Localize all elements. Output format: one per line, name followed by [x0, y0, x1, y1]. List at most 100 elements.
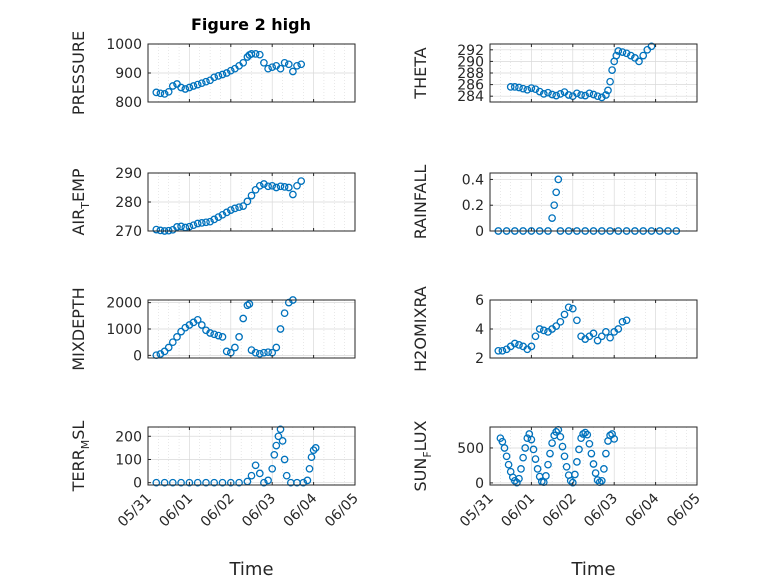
data-point [160, 90, 169, 98]
data-point [276, 425, 285, 434]
data-point [544, 88, 552, 97]
data-point [647, 42, 656, 51]
x-axis-label: Time [228, 559, 273, 580]
data-point [542, 472, 550, 480]
data-point [222, 208, 231, 217]
data-point [610, 435, 619, 443]
data-point [556, 432, 565, 441]
data-point [185, 478, 194, 487]
data-point [202, 218, 210, 227]
data-point [297, 60, 306, 69]
data-point [160, 347, 169, 356]
data-point [548, 90, 556, 99]
y-axis-label: MIXDEPTH [69, 287, 88, 370]
data-point [264, 64, 272, 73]
data-point [177, 83, 185, 92]
data-point [239, 58, 248, 67]
data-point [255, 469, 264, 478]
data-point [606, 77, 614, 86]
data-point [515, 83, 523, 92]
data-point [564, 303, 573, 312]
data-point [589, 329, 598, 338]
data-point [247, 471, 256, 480]
data-point [566, 476, 575, 485]
y-tick-label: 4 [475, 322, 484, 338]
y-tick-label: 900 [115, 66, 142, 82]
data-point [235, 203, 243, 212]
data-point [177, 222, 185, 231]
data-point [214, 213, 223, 221]
data-point [548, 214, 556, 222]
data-point [280, 455, 289, 464]
data-point [585, 439, 594, 448]
data-point [305, 464, 314, 473]
data-point [548, 439, 556, 447]
data-point [527, 435, 536, 444]
y-tick-label: 2000 [106, 296, 142, 312]
y-tick-label: 280 [115, 195, 142, 211]
data-point [568, 478, 577, 487]
panel-h2omixra: 2 4 6 H2OMIXRA [411, 286, 698, 372]
y-tick-label: 100 [115, 452, 142, 468]
data-point [626, 51, 635, 60]
panel-pressure: 800 900 1000 PRESSURE [69, 31, 356, 115]
data-point [552, 428, 561, 436]
data-point [231, 343, 239, 352]
data-point [206, 329, 214, 337]
data-point [189, 82, 198, 90]
data-point [251, 50, 260, 58]
data-point [251, 185, 260, 194]
data-point [573, 316, 581, 325]
data-point [260, 478, 268, 487]
data-point [556, 90, 565, 98]
data-point [635, 57, 643, 66]
data-point [280, 58, 289, 67]
data-point [523, 434, 532, 443]
data-point [264, 182, 272, 191]
data-point [284, 60, 293, 69]
data-point [280, 183, 289, 191]
data-point [214, 72, 223, 80]
data-point [156, 226, 165, 235]
y-tick-label: 2 [475, 351, 484, 367]
axes-box [147, 426, 356, 486]
panel-rainfall: 0 0.2 0.4 RAINFALL [411, 165, 698, 240]
data-point [284, 183, 293, 192]
data-point [218, 70, 227, 79]
y-tick-label: 0.4 [462, 172, 484, 188]
data-point [604, 86, 612, 95]
data-point [521, 444, 530, 452]
data-point [618, 48, 627, 56]
data-point [506, 83, 515, 91]
data-point [591, 469, 600, 477]
data-point [193, 80, 202, 89]
data-point [247, 191, 256, 200]
y-axis-label: AIRTEMP [69, 168, 92, 235]
y-tick-label: 284 [457, 89, 484, 105]
data-point [519, 84, 527, 93]
data-point [568, 304, 577, 313]
data-point [251, 461, 260, 470]
data-point [533, 465, 542, 473]
panel-air-temp: 270 280 290 AIRTEMP [69, 166, 356, 240]
data-point [255, 349, 264, 358]
data-point [274, 432, 283, 441]
data-point [510, 339, 519, 348]
data-point [210, 215, 219, 224]
data-point [602, 328, 610, 336]
data-point [268, 464, 277, 473]
y-tick-label: 0 [475, 476, 484, 492]
data-point [515, 474, 523, 483]
data-point [577, 434, 585, 443]
y-tick-label: 1000 [106, 322, 142, 338]
data-point [606, 333, 614, 342]
data-point [515, 341, 523, 349]
data-point [639, 51, 648, 60]
data-point [168, 478, 177, 487]
y-axis-label: THETA [411, 47, 430, 99]
data-point [552, 91, 561, 100]
y-axis-label: H2OMIXRA [411, 286, 430, 372]
data-point [618, 317, 627, 326]
data-point [571, 470, 579, 479]
